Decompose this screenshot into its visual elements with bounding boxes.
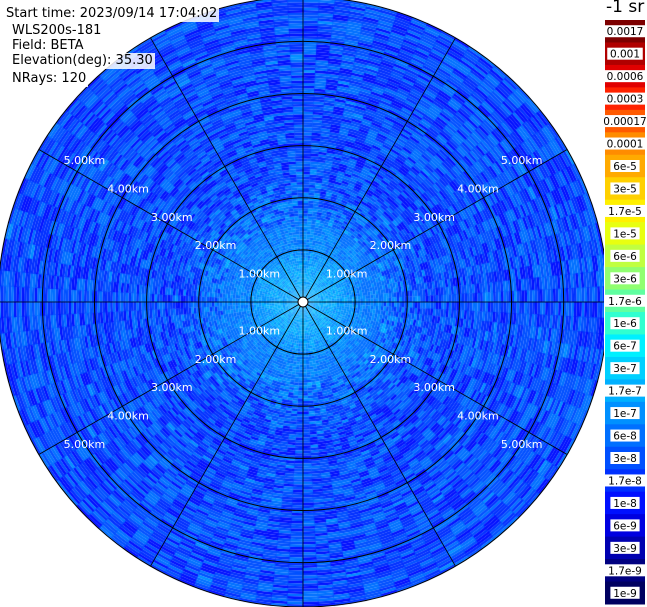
colorbar-tick-label: 0.0003 <box>607 94 644 106</box>
azimuth-spoke <box>38 149 304 303</box>
range-ring-label: 1.00km <box>326 268 368 281</box>
colorbar-label-background <box>610 272 640 285</box>
colorbar-label-background <box>610 407 640 420</box>
azimuth-spoke <box>302 37 456 303</box>
colorbar-tick-label: 3e-9 <box>613 543 637 555</box>
colorbar-label-background <box>604 294 646 307</box>
range-ring-label: 1.00km <box>238 268 280 281</box>
range-ring-label: 5.00km <box>501 438 543 451</box>
colorbar-tick-label: 6e-7 <box>613 341 637 353</box>
colorbar-tick-label: 3e-5 <box>613 183 637 195</box>
colorbar-label-background <box>610 249 640 262</box>
colorbar-tick-label: 6e-9 <box>613 520 637 532</box>
colorbar-label-background <box>610 452 640 464</box>
colorbar-label-background <box>610 227 640 240</box>
colorbar-tick-label: 6e-8 <box>613 431 637 443</box>
colorbar-label-background <box>610 496 640 509</box>
colorbar-tick-label: 6e-6 <box>613 251 637 263</box>
range-ring-label: 5.00km <box>64 154 106 167</box>
nrays-label: NRays: 120 <box>10 71 89 87</box>
range-ring-label: 1.00km <box>326 324 368 337</box>
colorbar-tick-label: 0.0001 <box>607 139 644 151</box>
colorbar-label-background <box>604 115 647 128</box>
range-ring-label: 3.00km <box>413 211 455 224</box>
colorbar-tick-label: 1.7e-9 <box>608 565 642 577</box>
colorbar-label-background <box>610 317 640 330</box>
range-ring-label: 2.00km <box>195 353 237 366</box>
colorbar: 0.0017 0.001 0.0006 0.0003 0.00017 0.0001 6e-5… <box>604 20 647 605</box>
range-ring-label: 2.00km <box>370 239 412 252</box>
range-ring-label: 4.00km <box>107 182 149 195</box>
range-ring-label: 1.00km <box>238 324 280 337</box>
colorbar-tick-label: 6e-5 <box>613 161 637 173</box>
range-ring-label: 3.00km <box>151 211 193 224</box>
colorbar-label-background <box>604 564 646 577</box>
azimuth-spoke <box>150 37 304 303</box>
range-ring-label: 5.00km <box>501 154 543 167</box>
colorbar-label-background <box>607 47 643 60</box>
range-ring-label: 2.00km <box>370 353 412 366</box>
colorbar-tick-label: 0.0006 <box>607 71 644 83</box>
azimuth-spoke <box>38 301 304 455</box>
range-ring-label: 3.00km <box>151 381 193 394</box>
colorbar-label-background <box>610 429 640 442</box>
colorbar-tick-label: 3e-6 <box>613 273 637 285</box>
colorbar-tick-label: 1e-5 <box>613 228 637 240</box>
instrument-label: WLS200s-181 <box>10 23 104 39</box>
range-ring-label: 3.00km <box>413 381 455 394</box>
azimuth-spoke <box>302 301 568 455</box>
colorbar-tick-label: 1e-7 <box>613 408 637 420</box>
range-ring-label: 4.00km <box>107 410 149 423</box>
start-time-label: Start time: 2023/09/14 17:04:02 <box>4 6 220 22</box>
colorbar-unit-label: -1 sr <box>606 0 645 17</box>
range-ring-label: 4.00km <box>457 182 499 195</box>
field-label: Field: BETA <box>10 38 86 54</box>
colorbar-label-background <box>610 541 640 554</box>
ppi-grid-overlay: 1.00km 2.00km 3.00km 4.00km 5.00km 1.00km 2.00… <box>0 0 604 607</box>
elevation-label: Elevation(deg): 35.30 <box>10 53 155 69</box>
colorbar-label-background <box>610 339 640 352</box>
colorbar-label-background <box>610 182 640 195</box>
colorbar-label-background <box>604 70 646 83</box>
colorbar-tick-label: 3e-7 <box>613 363 637 375</box>
colorbar-tick-label: 1.7e-7 <box>608 386 642 398</box>
colorbar-tick-label: 1.7e-8 <box>608 475 642 487</box>
colorbar-tick-label: 0.0017 <box>607 26 644 38</box>
colorbar-tick-label: 0.001 <box>610 49 640 61</box>
range-ring-label: 2.00km <box>195 239 237 252</box>
colorbar-tick-label: 0.00017 <box>604 116 647 128</box>
colorbar-tick-label: 1.7e-6 <box>608 296 642 308</box>
colorbar-tick-label: 1e-8 <box>613 498 637 510</box>
azimuth-spoke <box>302 301 456 567</box>
colorbar-tick-label: 3e-8 <box>613 453 637 465</box>
colorbar-label-background <box>604 384 646 397</box>
colorbar-label-background <box>610 586 640 599</box>
colorbar-label-background <box>604 137 646 150</box>
azimuth-spoke <box>150 301 304 567</box>
azimuth-spoke <box>302 149 568 303</box>
range-ring-label: 4.00km <box>457 410 499 423</box>
colorbar-label-background <box>610 362 640 375</box>
colorbar-tick-label: 1.7e-5 <box>608 206 642 218</box>
radar-center-marker <box>297 296 309 308</box>
colorbar-label-background <box>604 474 646 487</box>
colorbar-tick-label: 1e-9 <box>613 588 637 600</box>
colorbar-label-background <box>610 160 640 172</box>
colorbar-label-background <box>604 204 646 217</box>
range-ring-label: 5.00km <box>64 438 106 451</box>
colorbar-tick-label: 1e-6 <box>613 318 637 330</box>
colorbar-label-background <box>604 25 646 38</box>
colorbar-label-background <box>604 92 646 105</box>
colorbar-label-background <box>610 519 640 532</box>
